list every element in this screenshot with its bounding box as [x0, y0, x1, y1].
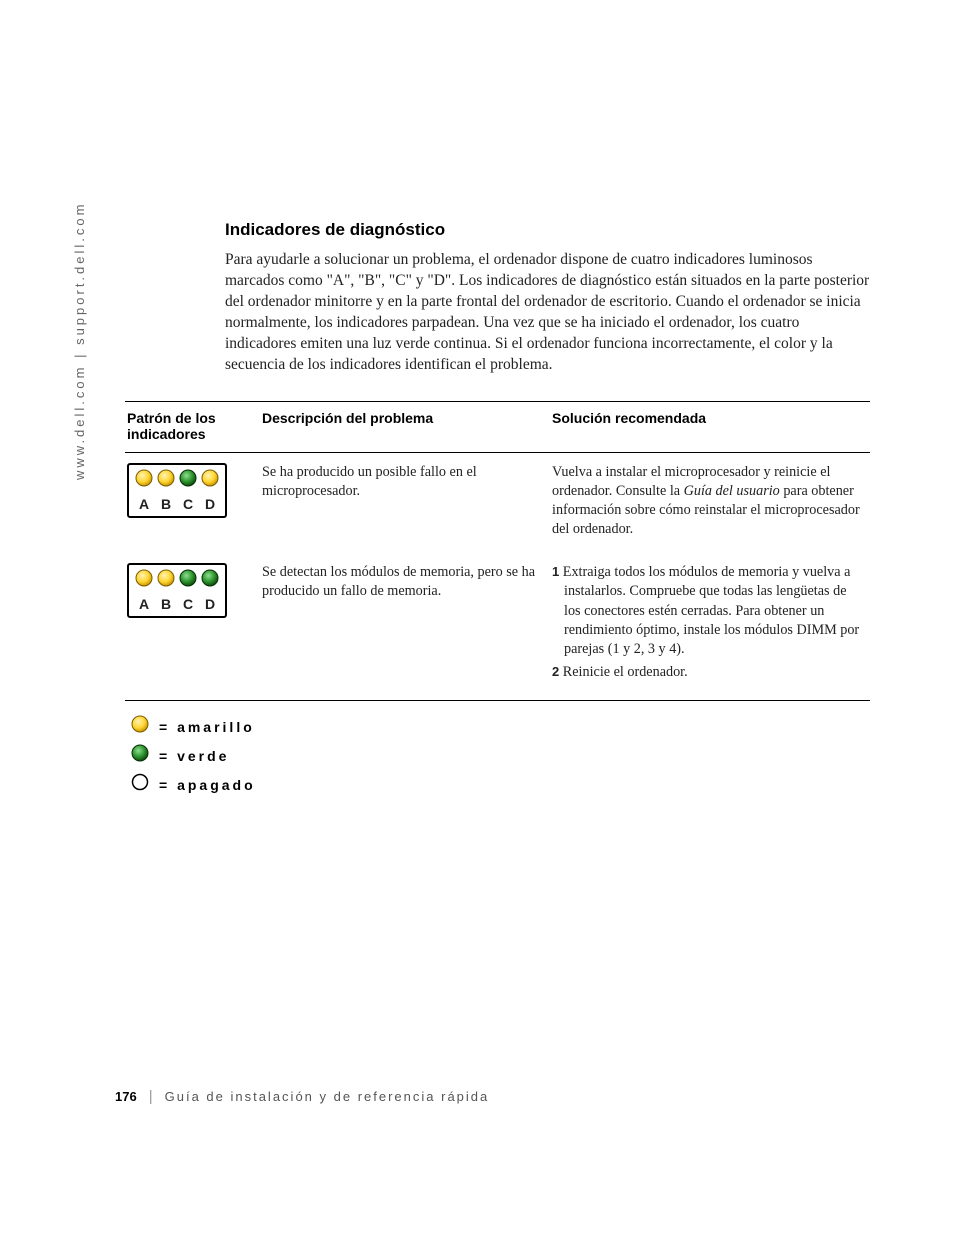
led-letter-row: ABCD [135, 495, 219, 514]
description-cell: Se ha producido un posible fallo en el m… [260, 452, 550, 553]
header-description: Descripción del problema [260, 401, 550, 452]
legend-label: = verde [159, 748, 229, 764]
led-green-icon [179, 469, 197, 487]
led-yellow-icon [157, 569, 175, 587]
legend-led-icon [131, 744, 149, 767]
led-letter: B [157, 595, 175, 614]
step-number: 2 [552, 664, 559, 679]
legend-led-icon [131, 773, 149, 796]
pattern-cell: ABCD [125, 452, 260, 553]
led-pattern-box: ABCD [127, 463, 227, 518]
led-yellow-icon [135, 569, 153, 587]
led-green-icon [179, 569, 197, 587]
legend-row: = verde [131, 744, 870, 767]
table-row: ABCD Se detectan los módulos de memoria, … [125, 553, 870, 701]
description-cell: Se detectan los módulos de memoria, pero… [260, 553, 550, 701]
led-yellow-icon [201, 469, 219, 487]
table-body: ABCDSe ha producido un posible fallo en … [125, 452, 870, 701]
led-yellow-icon [157, 469, 175, 487]
header-solution: Solución recomendada [550, 401, 870, 452]
led-off-icon [131, 773, 149, 791]
led-letter: D [201, 595, 219, 614]
solution-cell: Vuelva a instalar el microprocesador y r… [550, 452, 870, 553]
step-number: 1 [552, 564, 559, 579]
led-letter: B [157, 495, 175, 514]
page-footer: 176 | Guía de instalación y de referenci… [115, 1088, 860, 1105]
led-letter: C [179, 595, 197, 614]
footer-title: Guía de instalación y de referencia rápi… [165, 1089, 490, 1104]
pattern-cell: ABCD [125, 553, 260, 701]
intro-paragraph: Para ayudarle a solucionar un problema, … [225, 250, 870, 376]
table-header-row: Patrón de los indicadores Descripción de… [125, 401, 870, 452]
page-number: 176 [115, 1089, 137, 1104]
solution-step: 2 Reinicie el ordenador. [552, 663, 864, 682]
table-row: ABCD Se ha producido un posible fallo en … [125, 452, 870, 553]
sidebar-url: www.dell.com | support.dell.com [72, 202, 87, 480]
led-letter-row: ABCD [135, 595, 219, 614]
led-green-icon [131, 744, 149, 762]
led-letter: C [179, 495, 197, 514]
solution-reference: Guía del usuario [684, 483, 780, 499]
led-legend: = amarillo = verde = apagado [131, 715, 870, 796]
section-title: Indicadores de diagnóstico [225, 220, 870, 240]
led-letter: D [201, 495, 219, 514]
led-yellow-icon [131, 715, 149, 733]
solution-step: 1 Extraiga todos los módulos de memoria … [552, 563, 864, 659]
solution-cell: 1 Extraiga todos los módulos de memoria … [550, 553, 870, 701]
led-green-icon [201, 569, 219, 587]
legend-label: = amarillo [159, 719, 255, 735]
legend-led-icon [131, 715, 149, 738]
legend-row: = apagado [131, 773, 870, 796]
led-yellow-icon [135, 469, 153, 487]
page-content: Indicadores de diagnóstico Para ayudarle… [125, 220, 870, 802]
header-pattern: Patrón de los indicadores [125, 401, 260, 452]
led-letter: A [135, 595, 153, 614]
legend-label: = apagado [159, 777, 256, 793]
led-letter: A [135, 495, 153, 514]
footer-separator: | [149, 1088, 153, 1105]
diagnostic-table: Patrón de los indicadores Descripción de… [125, 401, 870, 702]
led-pattern-box: ABCD [127, 563, 227, 618]
legend-row: = amarillo [131, 715, 870, 738]
